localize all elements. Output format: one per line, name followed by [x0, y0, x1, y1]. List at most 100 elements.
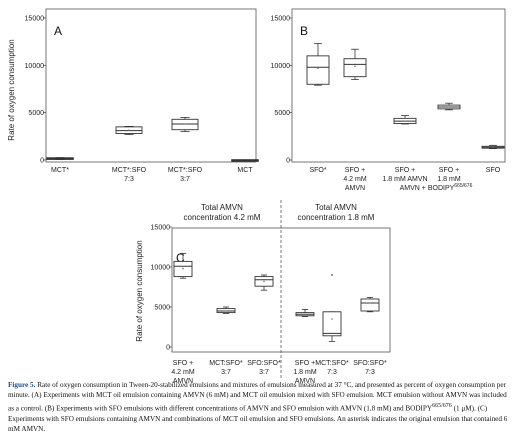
category-label: SFO [486, 167, 501, 174]
category-label-line: SFO:SFO* [247, 360, 281, 367]
category-label: MCT*:SFO 3:7 [168, 167, 203, 183]
box-3 [171, 117, 199, 133]
group-title-line: concentration 1.8 mM [298, 213, 375, 222]
caption-sup: 665/676 [432, 402, 452, 409]
box-iqr [343, 58, 367, 78]
category-label-line: 7:3 [327, 369, 337, 376]
box-4 [437, 102, 461, 111]
panel-letter: C [176, 251, 185, 265]
category-label-line: SFO + [345, 167, 365, 174]
category-label-line: MCT:SFO* [315, 360, 349, 367]
category-label-line: 7:3 [124, 176, 134, 183]
category-label-line: SFO* [309, 167, 326, 174]
category-label: SFO + 4.2 mM AMVN [171, 360, 195, 385]
plot-frame [45, 8, 257, 163]
category-label-line: 4.2 mM [171, 369, 195, 376]
box-4 [295, 308, 315, 318]
group-title-line: Total AMVN [201, 203, 243, 212]
box-mean [354, 65, 356, 68]
category-label-line: MCT:SFO* [209, 360, 243, 367]
box-mean [369, 302, 371, 304]
panel-a: 0 5000 10000 15000 Rate of oxygen consumptio… [7, 8, 259, 183]
category-label-line: SFO + [439, 167, 459, 174]
category-label: SFO:SFO* 3:7 [247, 360, 281, 376]
box-mean [492, 145, 494, 148]
box-5 [481, 144, 505, 150]
box-1 [46, 157, 74, 160]
category-label-line: SFO:SFO* [353, 360, 387, 367]
category-label-line: AMVN [173, 378, 193, 385]
category-label: SFO* [309, 167, 326, 174]
y-tick-label: 15000 [151, 225, 171, 232]
y-tick-label: 15000 [271, 16, 291, 23]
box-2 [216, 306, 236, 314]
category-label: SFO + 1.8 mM AMVN [293, 360, 317, 385]
box-mean [263, 280, 265, 283]
panel-letter: A [54, 24, 62, 38]
box-mean [128, 129, 130, 131]
box-mean [182, 267, 184, 270]
group-title: Total AMVN concentration 1.8 mM [298, 203, 375, 222]
group-title-line: concentration 4.2 mM [184, 213, 261, 222]
category-label: MCT:SFO* 3:7 [209, 360, 243, 376]
y-tick-label: 10000 [25, 63, 45, 70]
box-mean [304, 313, 306, 316]
caption-text-2: (1 μM). (C) Experiments with SFO emulsio… [8, 404, 508, 434]
category-label-line: 4.2 mM [343, 176, 367, 183]
category-label-line: MCT* [51, 167, 69, 174]
category-label-line: AMVN [345, 185, 365, 192]
panel-letter: B [300, 24, 308, 38]
box-mean [331, 318, 333, 320]
y-axis-label: Rate of oxygen consumption [135, 240, 144, 341]
figure-caption: Figure 5. Rate of oxygen consumption in … [8, 380, 510, 434]
category-label-line: 1.8 mM [437, 176, 461, 183]
category-label: MCT:SFO* 7:3 [315, 360, 349, 376]
category-label-line: 7:3 [365, 369, 375, 376]
category-label-line: MCT*:SFO [168, 167, 203, 174]
category-label-line: SFO + [295, 360, 315, 367]
group-label: AMVN + BODIPY665/676 [400, 183, 473, 192]
y-tick-label: 5000 [28, 110, 44, 117]
box-3 [254, 274, 274, 291]
box-mean [184, 123, 186, 125]
box-1 [173, 252, 193, 279]
category-label: MCT [237, 167, 253, 174]
category-label: MCT*:SFO 7:3 [112, 167, 147, 183]
box-iqr [360, 298, 380, 312]
group-label-superscript: 665/676 [454, 183, 472, 189]
caption-label: Figure 5. [8, 381, 36, 389]
category-label-line: 1.8 mM AMVN [382, 176, 427, 183]
box-2 [343, 48, 367, 80]
caption-text-1: Rate of oxygen consumption in Tween-20-s… [8, 381, 507, 413]
y-tick-label: 10000 [271, 63, 291, 70]
category-label-line: SFO [486, 167, 501, 174]
box-4 [231, 159, 259, 162]
group-title-line: Total AMVN [315, 203, 357, 212]
box-mean [317, 67, 319, 69]
category-label-line: MCT*:SFO [112, 167, 147, 174]
category-label-line: 3:7 [221, 369, 231, 376]
y-tick-label: 10000 [151, 265, 171, 272]
box-6 [360, 296, 380, 313]
y-tick-label: 5000 [274, 110, 290, 117]
category-label-line: 3:7 [259, 369, 269, 376]
box-iqr [322, 311, 342, 337]
box-mean [225, 310, 227, 312]
category-label-line: MCT [237, 167, 253, 174]
group-label-text: AMVN + BODIPY [400, 185, 455, 192]
y-tick-label: 0 [166, 345, 170, 352]
y-tick-label: 0 [40, 158, 44, 165]
category-label: SFO + 1.8 mM [437, 167, 461, 183]
box-iqr [306, 55, 330, 85]
y-tick-label: 5000 [154, 305, 170, 312]
category-label-line: AMVN [295, 378, 315, 385]
y-tick-label: 15000 [25, 16, 45, 23]
box-2 [115, 125, 143, 135]
category-label-line: 1.8 mM [293, 369, 317, 376]
box-1 [306, 43, 330, 86]
panel-c: 0 5000 10000 15000 Rate of oxygen consumptio… [135, 200, 391, 385]
box-mean [404, 120, 406, 122]
category-label-line: 3:7 [180, 176, 190, 183]
